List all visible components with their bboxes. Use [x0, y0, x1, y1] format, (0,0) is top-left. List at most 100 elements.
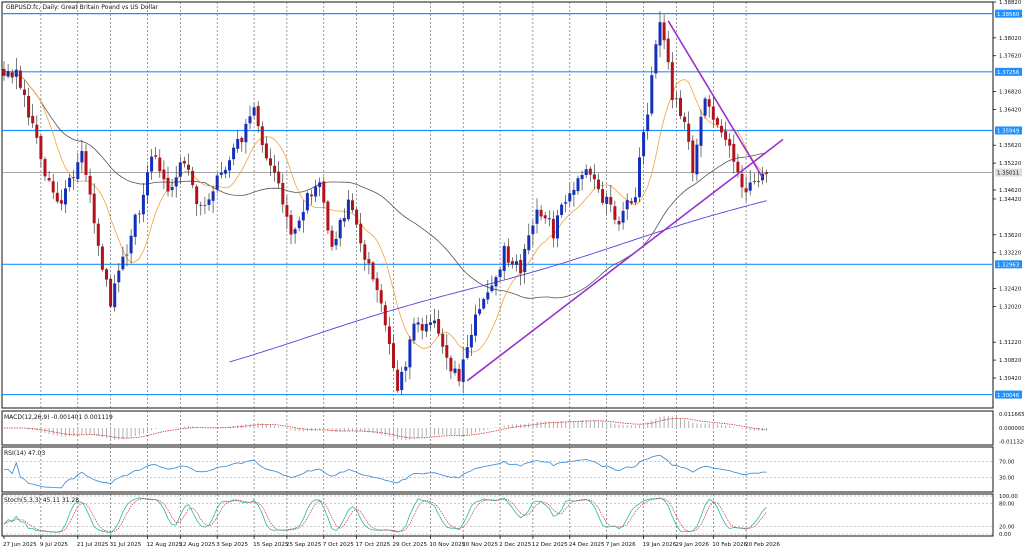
candle-body[interactable] [474, 314, 477, 336]
candle-body[interactable] [72, 177, 76, 179]
candle-body[interactable] [519, 259, 523, 274]
candle-body[interactable] [691, 140, 695, 173]
candle-body[interactable] [150, 156, 154, 172]
candle-body[interactable] [39, 136, 43, 160]
candle-body[interactable] [506, 246, 510, 263]
candle-body[interactable] [223, 169, 227, 174]
candle-body[interactable] [43, 159, 47, 177]
candle-body[interactable] [178, 162, 182, 177]
candle-body[interactable] [445, 345, 449, 358]
candle-body[interactable] [498, 269, 502, 278]
candle-body[interactable] [617, 220, 621, 225]
candle-body[interactable] [301, 211, 305, 221]
candle-body[interactable] [359, 223, 363, 244]
candle-body[interactable] [654, 44, 658, 74]
candle-body[interactable] [740, 173, 744, 188]
candle-body[interactable] [326, 201, 330, 231]
candle-body[interactable] [289, 215, 293, 235]
candle-body[interactable] [154, 155, 158, 157]
candle-body[interactable] [736, 161, 740, 173]
candle-body[interactable] [510, 261, 514, 265]
candle-body[interactable] [330, 230, 334, 247]
candle-body[interactable] [646, 114, 650, 132]
candle-body[interactable] [732, 143, 736, 162]
candle-body[interactable] [478, 309, 482, 314]
candle-body[interactable] [322, 181, 326, 203]
candle-body[interactable] [379, 290, 383, 304]
candle-body[interactable] [568, 193, 572, 202]
candle-body[interactable] [248, 116, 252, 124]
candle-body[interactable] [728, 139, 732, 146]
candle-body[interactable] [408, 339, 412, 368]
candle-body[interactable] [683, 116, 687, 123]
candle-body[interactable] [310, 194, 313, 197]
candle-body[interactable] [195, 186, 199, 205]
candle-body[interactable] [383, 305, 387, 326]
candle-body[interactable] [191, 170, 195, 186]
candle-body[interactable] [2, 68, 6, 76]
candle-body[interactable] [6, 71, 10, 77]
candle-body[interactable] [539, 209, 543, 217]
candle-body[interactable] [64, 188, 67, 205]
candle-body[interactable] [441, 334, 445, 347]
candle-body[interactable] [51, 181, 55, 193]
candle-body[interactable] [351, 200, 354, 211]
candle-body[interactable] [10, 72, 14, 78]
candle-body[interactable] [318, 182, 322, 188]
candle-body[interactable] [27, 95, 31, 118]
candle-body[interactable] [592, 174, 596, 180]
candle-body[interactable] [166, 177, 170, 192]
candle-body[interactable] [338, 219, 342, 239]
candle-body[interactable] [453, 368, 457, 373]
candle-body[interactable] [580, 174, 584, 180]
candle-body[interactable] [264, 143, 268, 159]
candle-body[interactable] [211, 191, 215, 201]
candle-body[interactable] [47, 177, 51, 181]
candle-body[interactable] [117, 270, 121, 283]
candle-body[interactable] [420, 324, 424, 331]
candle-body[interactable] [55, 192, 59, 202]
candle-body[interactable] [375, 278, 379, 291]
candle-body[interactable] [137, 213, 141, 215]
candle-body[interactable] [531, 225, 535, 235]
candle-body[interactable] [748, 182, 752, 191]
candle-body[interactable] [494, 277, 498, 287]
candle-body[interactable] [650, 75, 654, 114]
candle-body[interactable] [297, 220, 301, 229]
candle-body[interactable] [433, 320, 436, 324]
candle-body[interactable] [560, 204, 564, 215]
candle-body[interactable] [129, 235, 133, 254]
candle-body[interactable] [244, 123, 248, 143]
candle-body[interactable] [170, 186, 174, 191]
candle-body[interactable] [720, 125, 723, 133]
candle-body[interactable] [638, 157, 641, 198]
candle-body[interactable] [113, 283, 117, 308]
candle-body[interactable] [424, 323, 428, 332]
candle-body[interactable] [199, 204, 203, 206]
candle-body[interactable] [572, 189, 576, 195]
candle-body[interactable] [392, 343, 395, 369]
candle-body[interactable] [23, 89, 26, 95]
candle-body[interactable] [543, 215, 547, 219]
candle-body[interactable] [461, 359, 465, 382]
candle-body[interactable] [80, 151, 84, 163]
candle-body[interactable] [715, 118, 719, 125]
candle-body[interactable] [695, 144, 699, 175]
macd-pane[interactable]: 0.011665 0.000000 -0.011326 MACD(12,26,9) … [1, 410, 1024, 446]
candle-body[interactable] [707, 99, 711, 107]
candle-body[interactable] [666, 38, 670, 63]
candle-body[interactable] [305, 193, 309, 211]
candle-body[interactable] [625, 200, 629, 210]
candle-body[interactable] [588, 168, 592, 175]
candle-body[interactable] [502, 246, 506, 271]
candle-body[interactable] [228, 160, 231, 171]
candle-body[interactable] [334, 238, 338, 246]
candle-body[interactable] [412, 323, 416, 341]
candle-body[interactable] [314, 186, 318, 197]
candle-body[interactable] [215, 175, 219, 190]
candle-body[interactable] [125, 254, 129, 256]
candle-body[interactable] [744, 188, 748, 193]
candle-body[interactable] [141, 194, 145, 215]
